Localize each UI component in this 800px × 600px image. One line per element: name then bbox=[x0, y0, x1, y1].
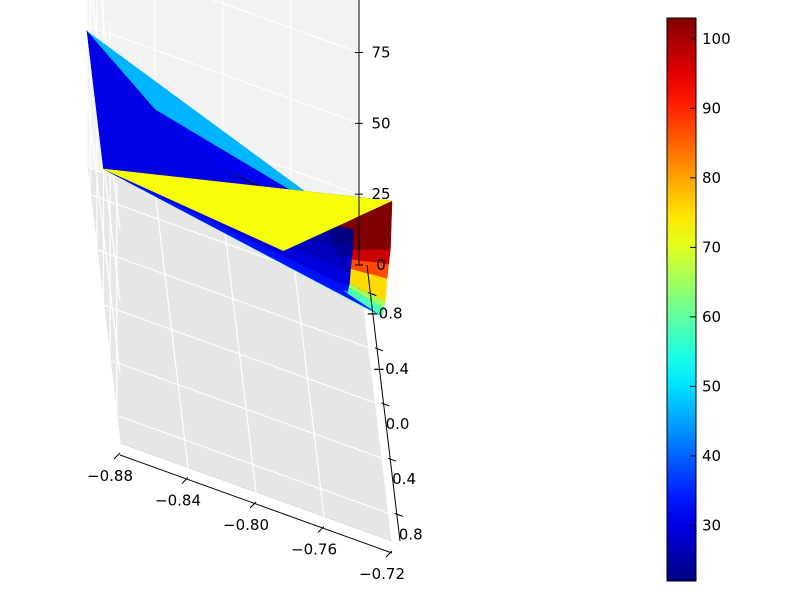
x-tick bbox=[249, 501, 257, 509]
y-tick bbox=[381, 402, 390, 407]
x-tick bbox=[385, 550, 393, 558]
y-tick bbox=[394, 512, 403, 517]
colorbar-tick-label: 100 bbox=[702, 30, 731, 48]
x-tick bbox=[113, 452, 121, 460]
x-axis-line bbox=[119, 454, 393, 554]
surface-edge-facet bbox=[352, 201, 392, 250]
y-tick-label: 0.4 bbox=[392, 470, 416, 488]
surface bbox=[86, 30, 393, 317]
y-tick-label: −0.8 bbox=[366, 305, 402, 323]
surface-edge-facet bbox=[350, 259, 389, 279]
y-tick-label: −0.4 bbox=[373, 360, 409, 378]
y-tick-label: 0.8 bbox=[399, 525, 423, 543]
surface-underside-facet bbox=[155, 109, 359, 231]
y-tick bbox=[387, 457, 397, 462]
surface-edge-facet bbox=[347, 287, 384, 317]
x-tick bbox=[181, 477, 189, 484]
x-tick-label: −0.88 bbox=[87, 467, 133, 485]
surface-underside-facet bbox=[223, 167, 359, 231]
colorbar-tick-label: 70 bbox=[702, 238, 721, 256]
colorbar-gradient bbox=[666, 17, 697, 582]
x-tick bbox=[317, 526, 325, 533]
y-tick-label: 0.0 bbox=[386, 415, 410, 433]
colorbar-tick-label: 40 bbox=[702, 447, 721, 465]
surface-edge-facet bbox=[349, 268, 388, 302]
y-tick bbox=[374, 347, 384, 352]
y-tick bbox=[368, 292, 377, 297]
grid-line-z bbox=[86, 95, 360, 373]
x-tick-label: −0.80 bbox=[223, 516, 269, 534]
colorbar: 30 40 50 60 70 80 90 100 bbox=[666, 17, 731, 582]
z-tick-label: 25 bbox=[371, 185, 390, 203]
axes: −0.88 −0.84 −0.80 −0.76 −0.72 −0.8 −0.4 0.0 0.4 0… bbox=[87, 0, 423, 583]
colorbar-tick-label: 60 bbox=[702, 308, 721, 326]
x-tick-label: −0.76 bbox=[291, 541, 337, 559]
x-tick-label: −0.84 bbox=[155, 492, 201, 510]
colorbar-tick-label: 90 bbox=[702, 99, 721, 117]
x-tick-label: −0.72 bbox=[359, 565, 405, 583]
z-tick-label: 50 bbox=[371, 114, 390, 132]
surface-edge-facet bbox=[351, 249, 391, 265]
z-tick-label: 75 bbox=[371, 44, 390, 62]
z-tick-label: 0 bbox=[376, 256, 386, 274]
y-axis-line bbox=[366, 264, 401, 542]
surface-underside-facet bbox=[87, 31, 359, 231]
surface-edge-facet bbox=[348, 283, 386, 308]
colorbar-tick-label: 80 bbox=[702, 169, 721, 187]
surface-top-facet bbox=[103, 168, 393, 251]
colorbar-tick-label: 30 bbox=[702, 516, 721, 534]
colorbar-tick-label: 50 bbox=[702, 377, 721, 395]
grid-line-z bbox=[86, 24, 360, 302]
